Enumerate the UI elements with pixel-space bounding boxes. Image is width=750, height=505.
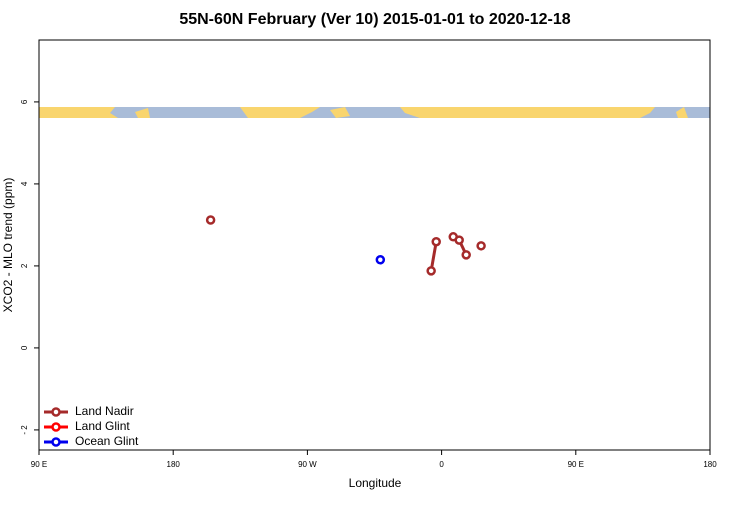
x-tick-label: 180 <box>167 460 181 469</box>
x-tick-label: 90 W <box>298 460 317 469</box>
chart-title: 55N-60N February (Ver 10) 2015-01-01 to … <box>179 11 570 28</box>
plot-frame <box>38 39 711 451</box>
legend-label: Ocean Glint <box>75 434 139 448</box>
data-point <box>426 266 436 276</box>
y-axis-label: XCO2 - MLO trend (ppm) <box>1 178 15 313</box>
legend-marker <box>51 407 61 417</box>
land-patch <box>135 108 150 118</box>
x-tick-label: 0 <box>439 460 444 469</box>
land-patch <box>676 107 688 118</box>
x-tick-label: 90 E <box>31 460 47 469</box>
land-patch <box>240 107 320 118</box>
ocean-strip <box>39 107 710 118</box>
land-patch <box>400 107 655 118</box>
data-point <box>454 235 464 245</box>
y-tick-label: - 2 <box>20 425 29 435</box>
legend-label: Land Nadir <box>75 404 134 418</box>
data-point <box>461 250 471 260</box>
x-axis-label: Longitude <box>349 476 402 490</box>
land-patch <box>39 107 118 118</box>
data-point <box>375 255 386 265</box>
legend-label: Land Glint <box>75 419 130 433</box>
data-point <box>476 241 486 251</box>
legend-marker <box>51 437 61 447</box>
land-patch <box>330 107 350 118</box>
y-tick-label: 4 <box>20 181 29 186</box>
x-tick-label: 90 E <box>568 460 584 469</box>
series-line <box>429 241 438 272</box>
legend-marker <box>51 422 61 432</box>
y-tick-label: 0 <box>20 345 29 350</box>
data-point <box>205 215 216 225</box>
x-tick-label: 180 <box>703 460 717 469</box>
y-tick-label: 2 <box>20 263 29 268</box>
map-strip <box>39 107 710 118</box>
y-tick-label: 6 <box>20 99 29 104</box>
data-point <box>431 236 441 247</box>
